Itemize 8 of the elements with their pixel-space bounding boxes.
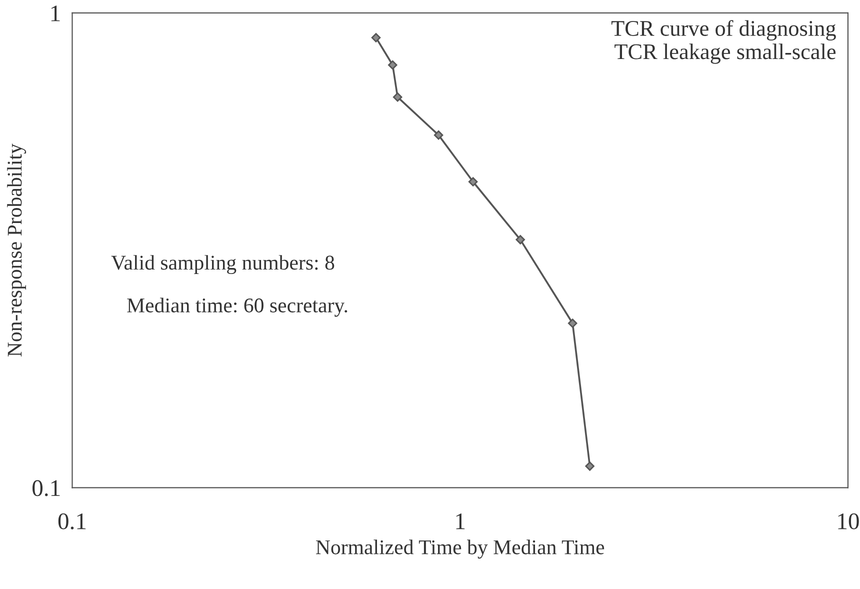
annotation: TCR curve of diagnosing TCR leakage small-scale [611, 20, 836, 64]
x-tick-label: 1 [456, 513, 465, 530]
annotation: Valid sampling numbers: 8 [111, 255, 334, 274]
x-tick-label: 10 [838, 513, 859, 530]
y-axis-title: Non-response Probability [7, 144, 26, 356]
annotation: Median time: 60 secretary. [127, 298, 348, 317]
x-tick-label: 0.1 [58, 513, 86, 530]
x-axis-title: Normalized Time by Median Time [316, 540, 604, 559]
